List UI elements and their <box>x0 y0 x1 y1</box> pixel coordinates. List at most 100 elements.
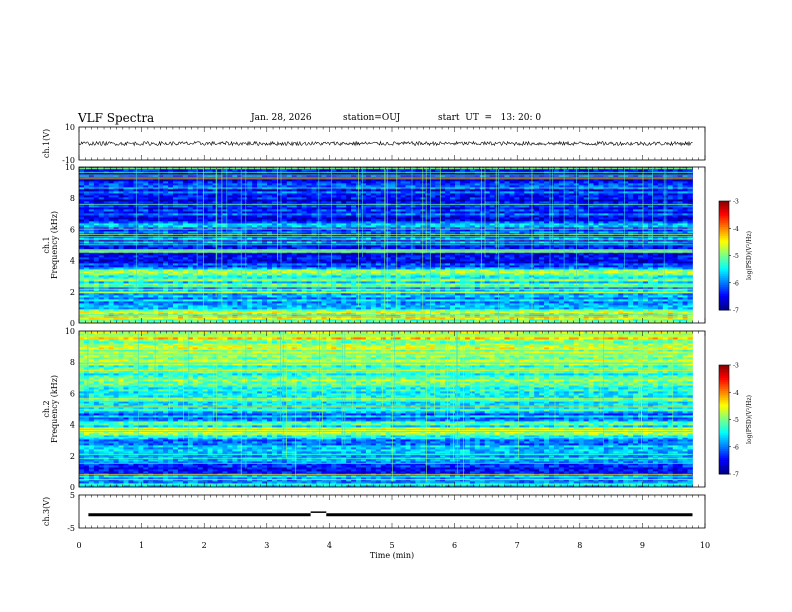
spectrogram-cell <box>499 309 505 312</box>
spectrogram-cell <box>375 297 382 300</box>
spectrogram-cell <box>93 299 100 302</box>
spectrogram-cell <box>217 285 223 288</box>
spectrogram-cell <box>123 297 129 300</box>
spectrogram-cell <box>514 289 520 292</box>
spectrogram-cell <box>83 269 90 272</box>
spectrogram-cell <box>93 293 100 296</box>
spectrogram-cell <box>484 277 491 280</box>
spectrogram-cell <box>168 255 174 258</box>
spectrogram-cell <box>296 267 303 270</box>
spectrogram-cell <box>173 269 179 272</box>
spectrogram-cell <box>514 245 520 248</box>
spectrogram-cell <box>459 253 466 256</box>
spectrogram-cell <box>395 299 401 302</box>
spectrogram-cell <box>549 271 555 274</box>
spectrogram-cell <box>603 293 609 296</box>
spectrogram-cell <box>672 267 679 270</box>
spectrogram-cell <box>276 293 283 296</box>
spectrogram-cell <box>207 265 213 268</box>
spectrogram-cell <box>271 259 278 262</box>
spectrogram-cell <box>252 247 258 250</box>
spectrogram-cell <box>113 301 119 304</box>
spectrogram-cell <box>464 317 471 320</box>
spectrogram-cell <box>336 319 342 322</box>
spectrogram-cell <box>286 299 293 302</box>
spectrogram-cell <box>370 275 377 278</box>
spectrogram-cell <box>583 289 589 292</box>
spectrogram-cell <box>504 299 510 302</box>
spectrogram-cell <box>93 309 100 312</box>
spectrogram-cell <box>588 299 594 302</box>
spectrogram-cell <box>177 295 184 298</box>
spectrogram-cell <box>222 305 228 308</box>
spectrogram-cell <box>563 251 570 254</box>
spectrogram-cell <box>158 307 164 310</box>
spectrogram-cell <box>301 295 307 298</box>
spectrogram-cell <box>608 303 614 306</box>
spectrogram-cell <box>598 283 604 286</box>
spectrogram-cell <box>647 289 654 292</box>
spectrogram-cell <box>514 259 520 262</box>
spectrogram-cell <box>336 251 342 254</box>
spectrogram-cell <box>316 267 322 270</box>
spectrogram-cell <box>380 295 387 298</box>
spectrogram-cell <box>583 321 589 324</box>
spectrogram-cell <box>128 257 134 260</box>
spectrogram-cell <box>578 271 585 274</box>
spectrogram-cell <box>549 283 555 286</box>
spectrogram-cell <box>430 283 436 286</box>
spectrogram-cell <box>257 255 263 258</box>
spectrogram-cell <box>509 279 515 282</box>
spectrogram-cell <box>479 253 486 256</box>
spectrogram-cell <box>618 261 624 264</box>
spectrogram-cell <box>98 287 105 290</box>
spectrogram-cell <box>425 251 431 254</box>
spectrogram-cell <box>370 309 377 312</box>
spectrogram-cell <box>108 277 115 280</box>
spectrogram-cell <box>613 321 619 324</box>
spectrogram-cell <box>455 295 461 298</box>
spectrogram-cell <box>79 241 85 244</box>
spectrogram-cell <box>578 259 585 262</box>
spectrogram-cell <box>341 267 347 270</box>
spectrogram-cell <box>138 319 144 322</box>
spectrogram-cell <box>247 305 253 308</box>
spectrogram-cell <box>365 275 372 278</box>
spectrogram-cell <box>177 303 184 306</box>
spectrogram-cell <box>296 319 303 322</box>
spectrogram-cell <box>232 283 238 286</box>
spectrogram-cell <box>657 317 664 320</box>
spectrogram-cell <box>88 301 95 304</box>
spectrogram-cell <box>400 285 406 288</box>
spectrogram-cell <box>326 283 332 286</box>
spectrogram-cell <box>568 275 575 278</box>
spectrogram-cell <box>153 309 159 312</box>
spectrogram-cell <box>326 267 332 270</box>
spectrogram-cell <box>534 299 540 302</box>
spectrogram-cell <box>202 279 209 282</box>
spectrogram-cell <box>365 243 372 246</box>
spectrogram-cell <box>553 267 560 270</box>
spectrogram-cell <box>479 279 486 282</box>
spectrogram-cell <box>400 321 406 324</box>
spectrogram-cell <box>113 295 119 298</box>
spectrogram-cell <box>262 321 268 324</box>
spectrogram-cell <box>633 283 639 286</box>
spectrogram-cell <box>628 275 634 278</box>
spectrogram-cell <box>133 295 139 298</box>
spectrogram-cell <box>628 285 634 288</box>
spectrogram-cell <box>148 281 154 284</box>
spectrogram-cell <box>346 293 352 296</box>
spectrogram-cell <box>177 297 184 300</box>
spectrogram-cell <box>578 311 585 314</box>
spectrogram-cell <box>677 295 683 298</box>
spectrogram-cell <box>128 269 134 272</box>
spectrogram-cell <box>544 267 550 270</box>
spectrogram-cell <box>677 275 683 278</box>
spectrogram-cell <box>479 287 486 290</box>
spectrogram-cell <box>197 273 204 276</box>
spectrogram-cell <box>79 267 85 270</box>
spectrogram-cell <box>281 273 288 276</box>
spectrogram-cell <box>276 263 283 266</box>
spectrogram-cell <box>667 319 674 322</box>
